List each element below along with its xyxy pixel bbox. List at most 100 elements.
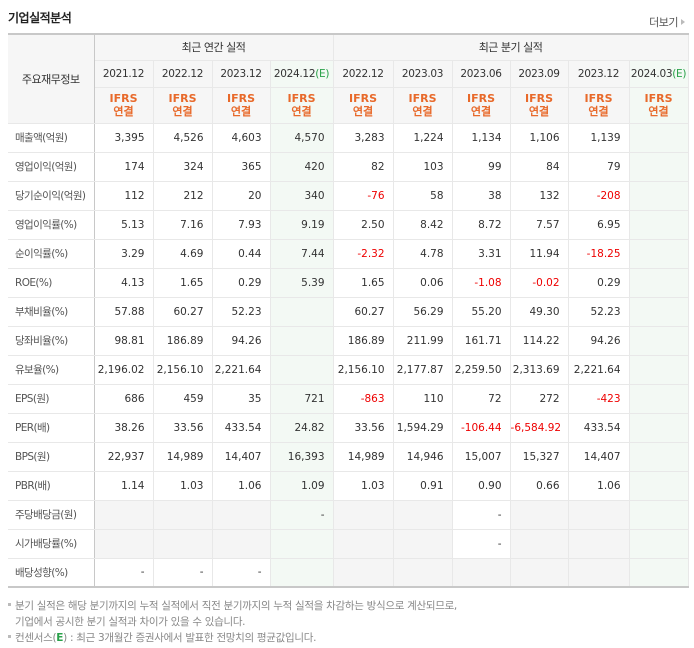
data-cell bbox=[567, 528, 630, 559]
data-cell: 0.06 bbox=[392, 267, 453, 298]
period-header: 2023.06 bbox=[451, 59, 511, 88]
row-label: 유보율(%) bbox=[8, 354, 95, 385]
table-row: ROE(%) 4.13 1.65 0.29 5.39 1.65 0.06 -1.08 -0.02… bbox=[8, 267, 689, 298]
data-cell: 1.06 bbox=[211, 470, 271, 501]
period-header: 2023.09 bbox=[509, 59, 569, 88]
data-cell: 60.27 bbox=[152, 296, 213, 327]
data-cell bbox=[451, 557, 511, 588]
data-cell: 3.31 bbox=[451, 238, 511, 269]
data-cell: 2,313.69 bbox=[509, 354, 569, 385]
data-cell bbox=[628, 296, 689, 327]
data-cell: -208 bbox=[567, 180, 630, 211]
data-cell: 0.91 bbox=[392, 470, 453, 501]
data-cell: 5.13 bbox=[93, 209, 154, 240]
data-cell: 7.93 bbox=[211, 209, 271, 240]
row-label: 순이익률(%) bbox=[8, 238, 95, 269]
row-label: 영업이익(억원) bbox=[8, 151, 95, 182]
data-cell bbox=[269, 325, 334, 356]
table-row: PER(배) 38.26 33.56 433.54 24.82 33.56 1,594.29… bbox=[8, 412, 689, 443]
ifrs-consolidated-label: IFRS 연결 bbox=[332, 86, 394, 124]
data-cell: 1,106 bbox=[509, 122, 569, 153]
data-cell bbox=[628, 238, 689, 269]
data-cell: 324 bbox=[152, 151, 213, 182]
data-cell: 33.56 bbox=[152, 412, 213, 443]
data-cell: 3,283 bbox=[332, 122, 394, 153]
row-label: BPS(원) bbox=[8, 441, 95, 472]
more-link[interactable]: 더보기 bbox=[649, 14, 685, 30]
data-cell: 0.29 bbox=[211, 267, 271, 298]
estimate-mark: (E) bbox=[315, 67, 330, 80]
data-cell: 112 bbox=[93, 180, 154, 211]
data-cell: 2,156.10 bbox=[152, 354, 213, 385]
data-cell: -1.08 bbox=[451, 267, 511, 298]
data-cell: -423 bbox=[567, 383, 630, 414]
table-row: EPS(원) 686 459 35 721 -863 110 72 272 -423 bbox=[8, 383, 689, 414]
data-cell bbox=[93, 528, 154, 559]
data-cell: 103 bbox=[392, 151, 453, 182]
data-cell: 3.29 bbox=[93, 238, 154, 269]
data-cell: 0.44 bbox=[211, 238, 271, 269]
data-cell: 1.09 bbox=[269, 470, 334, 501]
data-cell: 0.90 bbox=[451, 470, 511, 501]
data-cell: 433.54 bbox=[567, 412, 630, 443]
more-label: 더보기 bbox=[649, 16, 678, 29]
data-cell bbox=[211, 528, 271, 559]
data-cell bbox=[509, 499, 569, 530]
data-cell: 110 bbox=[392, 383, 453, 414]
row-label: 주당배당금(원) bbox=[8, 499, 95, 530]
data-cell: 1,139 bbox=[567, 122, 630, 153]
data-cell: 9.19 bbox=[269, 209, 334, 240]
estimate-mark: (E) bbox=[672, 67, 687, 80]
data-cell bbox=[392, 557, 453, 588]
data-cell bbox=[628, 325, 689, 356]
data-cell: 0.66 bbox=[509, 470, 569, 501]
annual-group-header: 최근 연간 실적 bbox=[93, 33, 334, 61]
data-cell: 20 bbox=[211, 180, 271, 211]
data-cell bbox=[332, 528, 394, 559]
footnotes: 분기 실적은 해당 분기까지의 누적 실적에서 직전 분기까지의 누적 실적을 … bbox=[8, 598, 457, 646]
data-cell bbox=[628, 470, 689, 501]
data-cell: 16,393 bbox=[269, 441, 334, 472]
data-cell: 24.82 bbox=[269, 412, 334, 443]
row-label: PER(배) bbox=[8, 412, 95, 443]
data-cell bbox=[628, 180, 689, 211]
data-cell: 2,221.64 bbox=[211, 354, 271, 385]
ifrs-consolidated-label: IFRS 연결 bbox=[93, 86, 154, 124]
ifrs-consolidated-label: IFRS 연결 bbox=[451, 86, 511, 124]
row-label: 배당성향(%) bbox=[8, 557, 95, 588]
data-cell: -106.44 bbox=[451, 412, 511, 443]
data-cell: 7.57 bbox=[509, 209, 569, 240]
data-cell: 7.16 bbox=[152, 209, 213, 240]
data-cell bbox=[269, 296, 334, 327]
ifrs-consolidated-label: IFRS 연결 bbox=[392, 86, 453, 124]
section-title: 기업실적분석 bbox=[8, 11, 72, 25]
row-label: 당기순이익(억원) bbox=[8, 180, 95, 211]
data-cell: 82 bbox=[332, 151, 394, 182]
data-cell: 1.06 bbox=[567, 470, 630, 501]
data-cell: 2,221.64 bbox=[567, 354, 630, 385]
data-cell: -0.02 bbox=[509, 267, 569, 298]
period-header: 2023.12 bbox=[567, 59, 630, 88]
data-cell: 11.94 bbox=[509, 238, 569, 269]
data-cell: 2.50 bbox=[332, 209, 394, 240]
data-cell bbox=[269, 528, 334, 559]
row-label: 영업이익률(%) bbox=[8, 209, 95, 240]
data-cell: 1.03 bbox=[332, 470, 394, 501]
row-label-header: 주요재무정보 bbox=[8, 33, 95, 124]
data-cell: - bbox=[451, 499, 511, 530]
data-cell: 15,007 bbox=[451, 441, 511, 472]
data-cell: 211.99 bbox=[392, 325, 453, 356]
ifrs-consolidated-label: IFRS 연결 bbox=[628, 86, 689, 124]
data-cell: -6,584.92 bbox=[509, 412, 569, 443]
data-cell: 4.78 bbox=[392, 238, 453, 269]
data-cell: 55.20 bbox=[451, 296, 511, 327]
data-cell: 14,946 bbox=[392, 441, 453, 472]
ifrs-consolidated-label: IFRS 연결 bbox=[269, 86, 334, 124]
note-consensus: 컨센서스(E) : 최근 3개월간 증권사에서 발표한 전망치의 평균값입니다. bbox=[8, 630, 457, 646]
data-cell: 4.69 bbox=[152, 238, 213, 269]
note-quarterly-cont: 기업에서 공시한 분기 실적과 차이가 있을 수 있습니다. bbox=[15, 616, 246, 628]
data-cell: 14,407 bbox=[567, 441, 630, 472]
period-header: 2021.12 bbox=[93, 59, 154, 88]
data-cell: 57.88 bbox=[93, 296, 154, 327]
data-cell bbox=[392, 499, 453, 530]
